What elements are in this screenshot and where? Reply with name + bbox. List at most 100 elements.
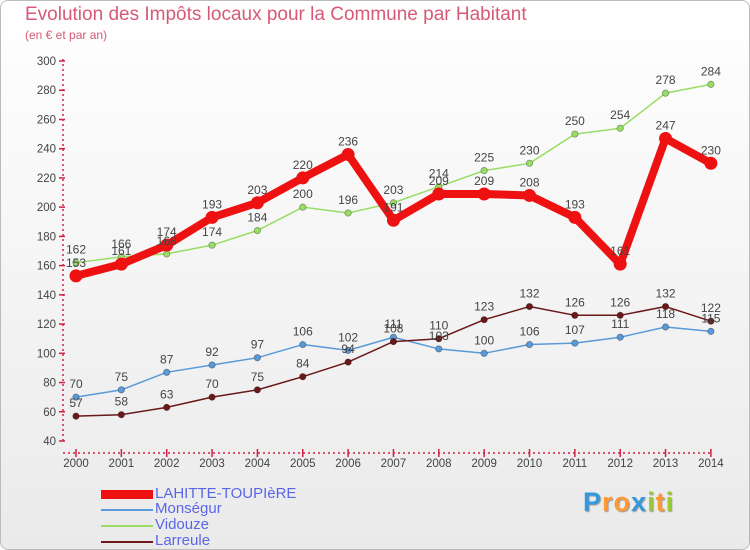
data-label-mons-gur: 100	[474, 333, 494, 347]
data-label-larreule: 57	[69, 396, 83, 410]
data-label-larreule: 58	[115, 395, 129, 409]
data-label-mons-gur: 106	[293, 325, 313, 339]
data-label-larreule: 123	[474, 300, 494, 314]
data-label-vidouze: 230	[519, 143, 539, 157]
data-point-vidouze	[208, 241, 216, 249]
data-point-mons-gur	[480, 349, 488, 357]
data-label-lahitte-toupi-re: 220	[293, 158, 313, 172]
x-tick-label: 2011	[562, 458, 587, 470]
data-point-mons-gur	[117, 386, 125, 394]
data-point-larreule	[435, 335, 443, 343]
data-point-mons-gur	[253, 354, 261, 362]
y-tick-label: 160	[37, 261, 56, 273]
data-label-lahitte-toupi-re: 208	[519, 175, 539, 189]
data-point-lahitte-toupi-re	[477, 187, 491, 201]
data-label-mons-gur: 103	[429, 329, 449, 343]
data-label-mons-gur: 92	[205, 345, 219, 359]
data-label-larreule: 84	[296, 357, 310, 371]
data-point-mons-gur	[525, 340, 534, 349]
data-point-mons-gur	[72, 393, 80, 401]
data-point-larreule	[163, 403, 171, 411]
logo-letter: i	[647, 487, 656, 517]
data-label-lahitte-toupi-re: 247	[656, 118, 676, 132]
data-label-lahitte-toupi-re: 230	[701, 143, 721, 157]
data-label-lahitte-toupi-re: 153	[66, 256, 86, 270]
data-label-larreule: 110	[429, 319, 448, 333]
chart-subtitle: (en € et par an)	[25, 28, 108, 42]
data-label-vidouze: 278	[656, 73, 676, 87]
y-tick-label: 220	[37, 173, 56, 185]
data-point-lahitte-toupi-re	[205, 210, 219, 224]
data-point-larreule	[571, 311, 579, 319]
data-label-lahitte-toupi-re: 161	[111, 244, 131, 258]
data-point-larreule	[208, 393, 216, 401]
legend-swatch	[101, 541, 153, 543]
chart-title: Evolution des Impôts locaux pour la Comm…	[25, 4, 527, 25]
data-label-mons-gur: 97	[251, 338, 265, 352]
data-label-mons-gur: 111	[611, 317, 630, 331]
data-point-mons-gur	[435, 345, 443, 353]
proxiti-logo: Proxiti	[583, 487, 674, 518]
data-label-vidouze: 184	[247, 211, 267, 225]
data-label-vidouze: 214	[429, 167, 449, 181]
data-label-larreule: 122	[701, 301, 721, 315]
legend-label: Vidouze	[155, 516, 209, 533]
legend-label: Monségur	[155, 500, 222, 517]
legend-label: Larreule	[155, 532, 211, 549]
data-label-mons-gur: 111	[384, 317, 403, 331]
data-label-lahitte-toupi-re: 161	[610, 244, 630, 258]
data-point-vidouze	[571, 130, 579, 138]
data-point-larreule	[707, 317, 715, 325]
logo-letter: r	[602, 487, 614, 517]
data-label-mons-gur: 70	[69, 377, 83, 391]
logo-letter: P	[583, 487, 603, 517]
data-point-lahitte-toupi-re	[69, 269, 83, 283]
data-point-larreule	[661, 302, 670, 311]
y-tick-label: 80	[43, 378, 56, 390]
data-label-lahitte-toupi-re: 193	[202, 197, 222, 211]
data-point-mons-gur	[344, 346, 352, 354]
y-tick-label: 240	[37, 144, 56, 156]
data-label-larreule: 126	[610, 295, 630, 309]
data-label-lahitte-toupi-re: 174	[157, 225, 177, 239]
data-point-vidouze	[163, 250, 171, 258]
data-label-lahitte-toupi-re: 209	[474, 174, 494, 188]
logo-letter: i	[665, 487, 675, 517]
y-tick-label: 40	[43, 436, 56, 448]
data-label-mons-gur: 87	[160, 352, 174, 366]
data-point-lahitte-toupi-re	[160, 238, 174, 252]
y-tick-label: 140	[37, 290, 56, 302]
data-label-mons-gur: 75	[115, 370, 129, 384]
data-point-vidouze	[299, 203, 307, 211]
data-label-vidouze: 196	[338, 193, 358, 207]
data-point-larreule	[480, 316, 488, 324]
data-label-vidouze: 168	[157, 234, 177, 248]
x-tick-label: 2013	[653, 458, 679, 470]
data-point-lahitte-toupi-re	[114, 257, 128, 271]
legend-swatch	[101, 490, 153, 499]
x-tick-label: 2006	[335, 458, 361, 470]
logo-letter: o	[613, 487, 632, 517]
data-point-larreule	[389, 338, 398, 346]
data-label-larreule: 126	[565, 295, 585, 309]
data-point-vidouze	[525, 159, 534, 167]
y-tick-label: 180	[37, 231, 56, 243]
data-point-lahitte-toupi-re	[568, 210, 582, 224]
data-label-vidouze: 250	[565, 114, 585, 128]
data-point-lahitte-toupi-re	[704, 156, 718, 170]
data-label-mons-gur: 106	[519, 325, 539, 339]
data-point-larreule	[72, 412, 80, 420]
data-point-lahitte-toupi-re	[341, 148, 355, 162]
x-tick-label: 2008	[426, 458, 452, 470]
y-tick-label: 260	[37, 114, 56, 126]
x-tick-label: 2004	[245, 458, 271, 470]
data-label-mons-gur: 118	[656, 307, 675, 321]
x-tick-label: 2003	[199, 458, 225, 470]
y-tick-label: 300	[37, 56, 56, 68]
data-label-lahitte-toupi-re: 193	[565, 197, 585, 211]
data-label-larreule: 75	[251, 370, 265, 384]
data-point-mons-gur	[661, 323, 670, 331]
data-label-vidouze: 203	[383, 183, 403, 197]
data-point-lahitte-toupi-re	[613, 257, 627, 271]
data-point-vidouze	[389, 199, 398, 207]
